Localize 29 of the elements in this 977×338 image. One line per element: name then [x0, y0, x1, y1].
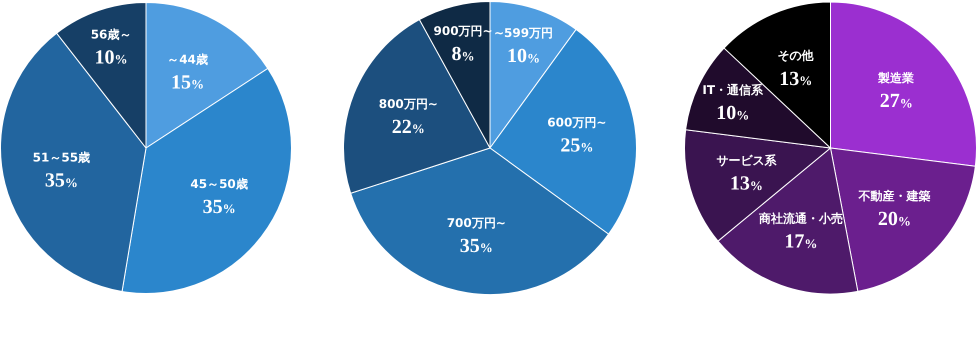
slice-label: 800万円~ — [378, 96, 438, 111]
slice-label: 45～50歳 — [190, 176, 248, 191]
slice-label: IT・通信系 — [702, 83, 764, 98]
data-label: 10% — [716, 102, 750, 124]
slice-label: 56歳～ — [90, 27, 132, 42]
data-label: 17% — [784, 230, 818, 253]
data-label: 22% — [392, 116, 425, 138]
data-label: 27% — [880, 90, 913, 112]
slice-label: 製造業 — [877, 71, 914, 86]
slice-label: 700万円~ — [446, 216, 506, 230]
slice-label: 600万円~ — [547, 115, 606, 130]
data-label: 8% — [452, 43, 475, 66]
data-label: 13% — [779, 68, 812, 90]
slice-label: その他 — [778, 48, 815, 63]
slice-label: ~599万円 — [494, 26, 554, 40]
data-label: 35% — [44, 170, 78, 192]
data-label: 15% — [171, 71, 204, 94]
data-label: 35% — [202, 196, 236, 218]
data-label: 25% — [560, 134, 594, 156]
data-label: 10% — [94, 46, 128, 68]
data-label: 35% — [460, 234, 493, 257]
data-label: 13% — [730, 172, 763, 195]
slice-label: 商社流通・小売 — [758, 212, 843, 226]
slice-label: サービス系 — [716, 154, 778, 168]
data-label: 20% — [878, 208, 911, 230]
slice-label: 不動産・建築 — [857, 189, 930, 204]
data-label: 10% — [507, 45, 540, 68]
slice-label: ～44歳 — [167, 52, 208, 66]
slice-label: 51～55歳 — [32, 150, 90, 165]
